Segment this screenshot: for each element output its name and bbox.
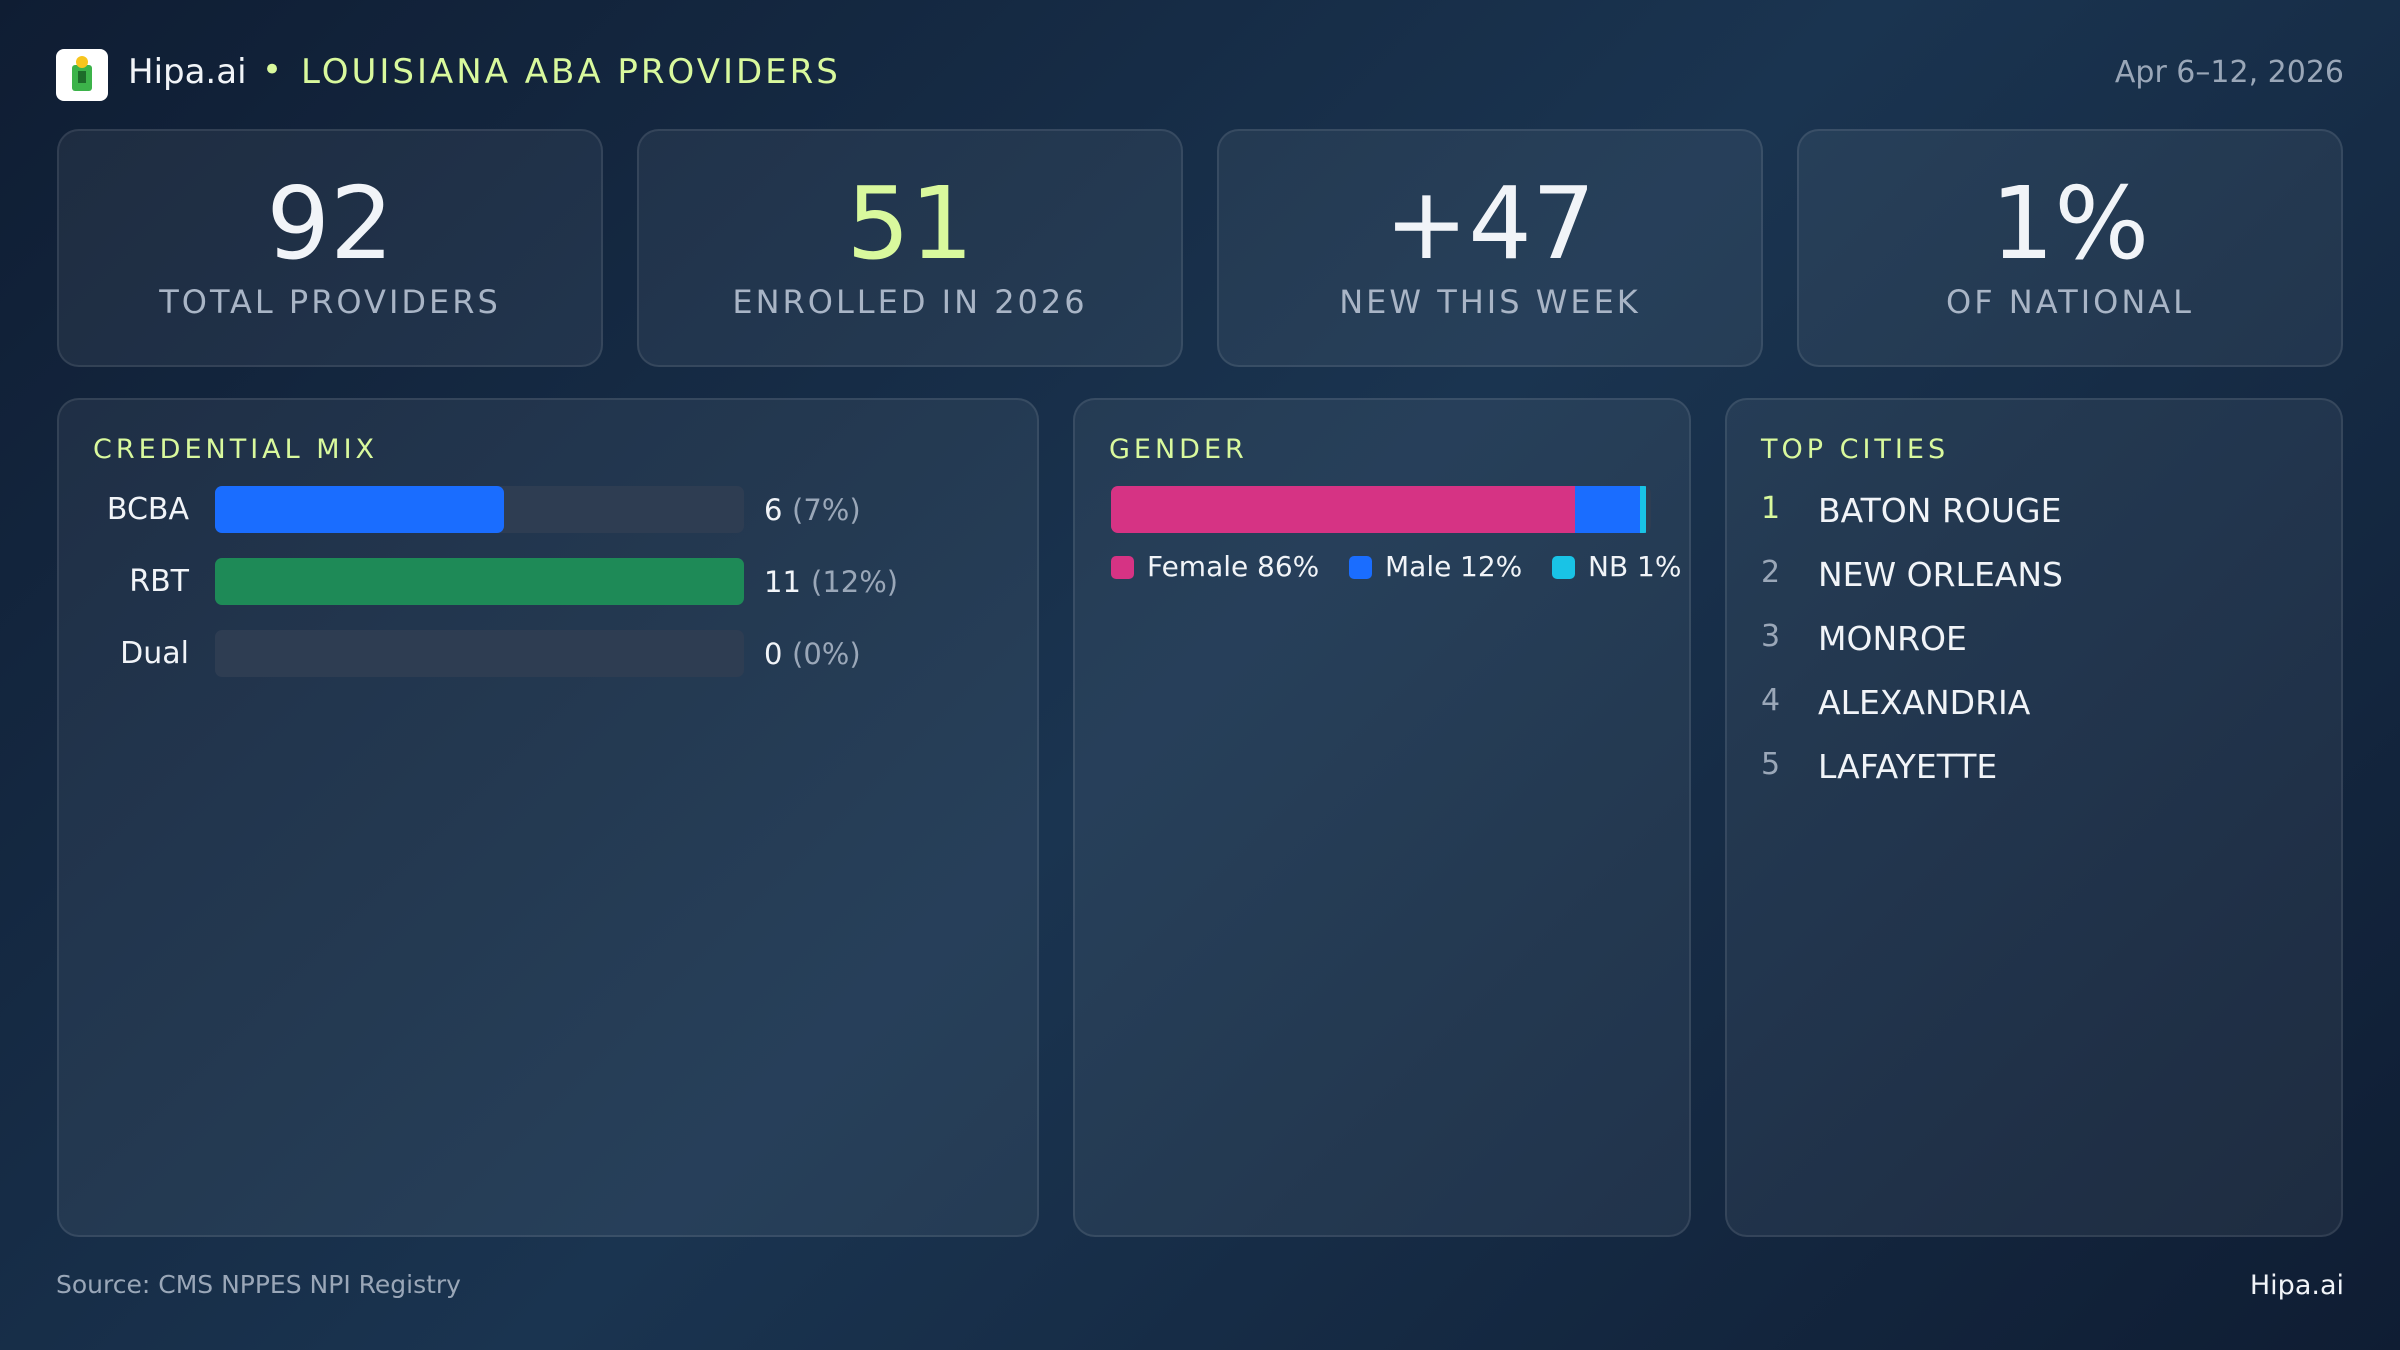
category-label: BCBA <box>106 492 189 527</box>
percent-label: (12%) <box>811 565 899 599</box>
kpi-label: TOTAL PROVIDERS <box>159 283 501 321</box>
source: Source: CMS NPPES NPI Registry <box>56 1270 461 1299</box>
kpi-value: 1% <box>1990 165 2150 282</box>
logo-icon <box>72 56 92 91</box>
legend-value: 86% <box>1257 550 1320 583</box>
panel-title: CREDENTIAL MIX <box>93 434 379 465</box>
bar-segment <box>1111 486 1576 533</box>
bar-track <box>215 630 744 677</box>
legend-name: NB <box>1588 550 1629 583</box>
city-name: MONROE <box>1818 619 1967 658</box>
kpi-label: ENROLLED IN 2026 <box>732 283 1088 321</box>
value-label: 11 <box>764 565 801 599</box>
value-label: 6 <box>764 493 783 527</box>
city-name: LAFAYETTE <box>1818 747 1998 786</box>
legend-swatch <box>1552 556 1575 579</box>
kpi-value: +47 <box>1384 165 1596 282</box>
legend-swatch <box>1111 556 1134 579</box>
percent-label: (7%) <box>792 493 861 527</box>
gender-panel: GENDER Female 86% Male 12% NB 1% <box>1073 398 1691 1237</box>
bar-segment <box>1575 486 1641 533</box>
value-label: 0 <box>764 637 783 671</box>
category-label: RBT <box>129 564 189 599</box>
date-range: Apr 6–12, 2026 <box>2114 55 2344 90</box>
bar-track <box>1111 486 1651 533</box>
credential-panel: CREDENTIAL MIX BCBA 6 (7%) RBT 11 (12%) Dual 0 (… <box>57 398 1039 1237</box>
kpi-value: 92 <box>266 165 394 282</box>
kpi-card: +47 NEW THIS WEEK <box>1217 129 1763 367</box>
legend-swatch <box>1349 556 1372 579</box>
legend-name: Male <box>1385 550 1452 583</box>
kpi-card: 92 TOTAL PROVIDERS <box>57 129 603 367</box>
city-rank: 4 <box>1761 683 1781 718</box>
cities-panel: TOP CITIES 1 BATON ROUGE 2 NEW ORLEANS 3 MONR… <box>1725 398 2343 1237</box>
kpi-label: NEW THIS WEEK <box>1339 283 1641 321</box>
city-rank: 2 <box>1761 555 1781 590</box>
header-title: LOUISIANA ABA PROVIDERS <box>301 52 841 92</box>
kpi-card: 1% OF NATIONAL <box>1797 129 2343 367</box>
panel-title: TOP CITIES <box>1761 434 1950 465</box>
bar <box>215 558 744 605</box>
city-name: NEW ORLEANS <box>1818 555 2064 594</box>
kpi-card: 51 ENROLLED IN 2026 <box>637 129 1183 367</box>
separator: • <box>262 50 283 90</box>
legend-value: 1% <box>1637 550 1682 583</box>
legend-name: Female <box>1147 550 1249 583</box>
city-rank: 5 <box>1761 747 1781 782</box>
brand: Hipa.ai <box>128 52 247 92</box>
city-rank: 1 <box>1761 491 1781 526</box>
footer-brand: Hipa.ai <box>2249 1270 2344 1301</box>
legend-value: 12% <box>1460 550 1523 583</box>
city-name: BATON ROUGE <box>1818 491 2062 530</box>
bar <box>215 486 504 533</box>
city-rank: 3 <box>1761 619 1781 654</box>
panel-title: GENDER <box>1109 434 1248 465</box>
bar-segment <box>1640 486 1646 533</box>
logo <box>56 49 108 101</box>
city-name: ALEXANDRIA <box>1818 683 2031 722</box>
kpi-label: OF NATIONAL <box>1946 283 2194 321</box>
percent-label: (0%) <box>792 637 861 671</box>
category-label: Dual <box>120 636 189 671</box>
kpi-value: 51 <box>846 165 974 282</box>
